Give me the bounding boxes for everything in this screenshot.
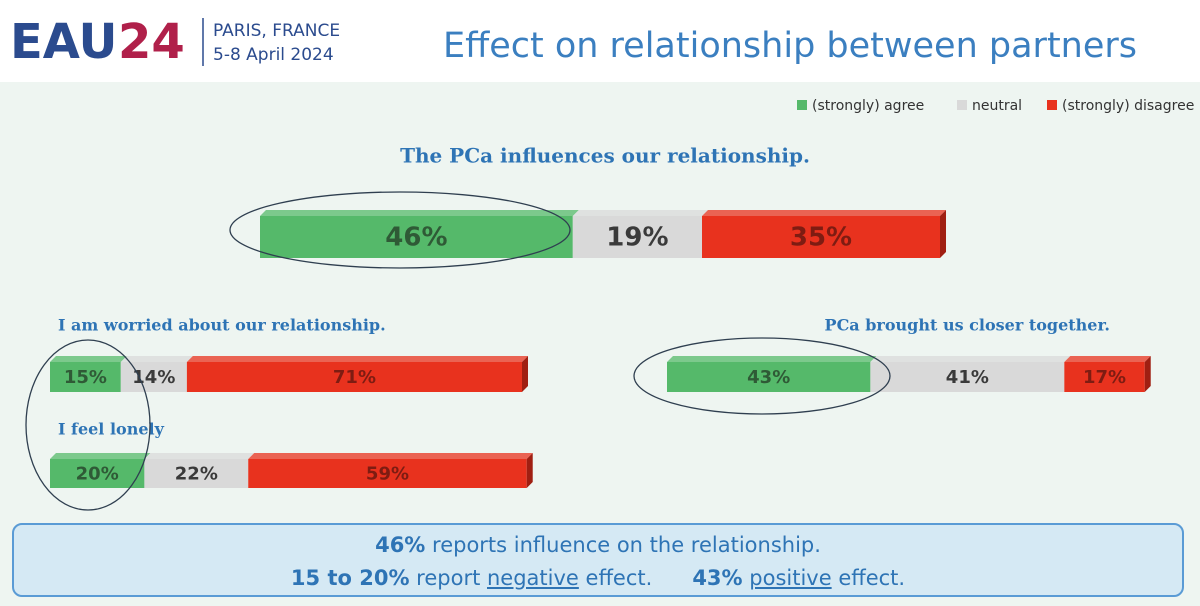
value-label: 14% <box>132 367 175 388</box>
value-label: 19% <box>606 223 668 253</box>
header-band <box>0 0 1200 82</box>
bar-edge <box>120 356 193 362</box>
value-label: 15% <box>64 367 107 388</box>
bar-segment <box>186 362 522 392</box>
bar-edge <box>940 210 946 258</box>
value-label: 71% <box>333 367 376 388</box>
summary-text: effect. <box>838 566 906 590</box>
bar-edge <box>526 453 533 488</box>
legend-swatch <box>797 100 807 110</box>
bar-segment <box>50 362 121 392</box>
category-label: PCa brought us closer together. <box>825 316 1110 335</box>
bar-segment <box>144 459 249 488</box>
bar-edge <box>260 210 579 216</box>
highlight-ellipse <box>633 337 891 415</box>
value-label: 22% <box>175 464 218 485</box>
chart: The PCa influences our relationship. 46% 1… <box>50 98 1194 488</box>
bar-edge <box>186 356 528 362</box>
bar-segment <box>572 216 702 258</box>
bar-edge <box>667 356 877 362</box>
summary-text: report <box>416 566 481 590</box>
bar-edge <box>572 210 708 216</box>
highlight-ellipse <box>25 339 151 511</box>
value-label: 46% <box>385 223 447 253</box>
bar-edge <box>248 453 533 459</box>
bar-segment <box>50 459 145 488</box>
legend-swatch <box>1047 100 1057 110</box>
bar-edge <box>522 356 528 392</box>
bar-segment <box>870 362 1065 392</box>
value-label: 59% <box>366 464 409 485</box>
bar-segment <box>248 459 527 488</box>
summary-underlined: negative <box>487 566 579 590</box>
bar-segment <box>1064 362 1145 392</box>
summary-line: 15 to 20% report negative effect. 43% pos… <box>14 562 1182 595</box>
highlight-ellipse <box>229 191 571 269</box>
bar-edge <box>702 210 946 216</box>
city: PARIS, FRANCE <box>213 21 340 41</box>
bar-segment <box>702 216 940 258</box>
value-label: 41% <box>946 367 989 388</box>
summary-underlined: positive <box>749 566 832 590</box>
value-label: 35% <box>790 223 852 253</box>
bar-edge <box>144 453 255 459</box>
value-label: 17% <box>1083 367 1126 388</box>
summary-line: 46% reports influence on the relationshi… <box>14 529 1182 562</box>
category-label: I feel lonely <box>58 420 165 439</box>
legend-label: (strongly) disagree <box>1062 98 1194 114</box>
bar-edge <box>1144 356 1151 392</box>
bar-edge <box>50 356 127 362</box>
value-label: 43% <box>747 367 790 388</box>
bar-edge <box>870 356 1071 362</box>
logo-year: 24 <box>118 14 185 70</box>
summary-text: reports influence on the relationship. <box>432 533 821 557</box>
bar-segment <box>667 362 871 392</box>
summary-text: effect. <box>585 566 653 590</box>
bar-edge <box>50 453 151 459</box>
summary-bold: 46% <box>375 533 426 557</box>
summary-bold: 43% <box>692 566 743 590</box>
legend-label: (strongly) agree <box>812 98 924 114</box>
slide-title: Effect on relationship between partners <box>443 26 1137 66</box>
summary-box: 46% reports influence on the relationshi… <box>12 523 1184 597</box>
summary-bold: 15 to 20% <box>290 566 410 590</box>
category-label: The PCa influences our relationship. <box>400 144 810 168</box>
legend-label: neutral <box>972 98 1022 114</box>
legend-swatch <box>957 100 967 110</box>
bar-edge <box>1064 356 1151 362</box>
category-label: I am worried about our relationship. <box>58 316 386 335</box>
bar-segment <box>120 362 187 392</box>
dates: 5-8 April 2024 <box>213 45 334 65</box>
bar-segment <box>260 216 573 258</box>
value-label: 20% <box>76 464 119 485</box>
logo: EAU <box>10 14 117 70</box>
